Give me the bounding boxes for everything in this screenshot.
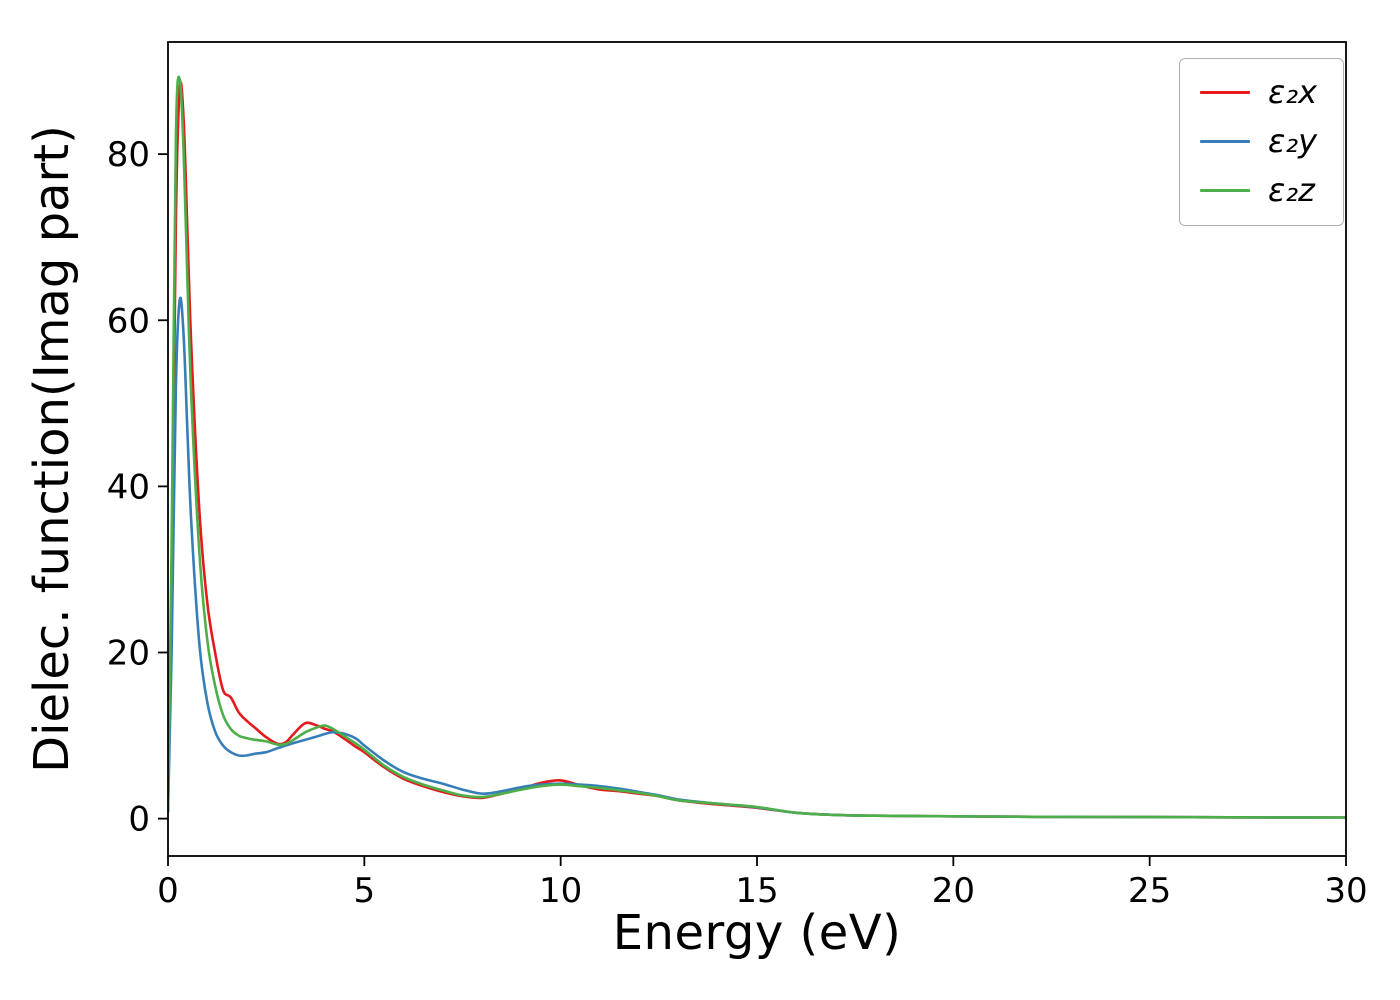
legend-label: ε₂z bbox=[1267, 171, 1315, 210]
x-tick-label: 5 bbox=[354, 871, 376, 911]
series-line bbox=[168, 81, 1346, 819]
axes-box bbox=[167, 41, 1347, 857]
legend-label: ε₂x bbox=[1267, 73, 1317, 111]
legend: ε₂x ε₂y ε₂z bbox=[1178, 58, 1344, 226]
y-tick-label: 80 bbox=[107, 135, 150, 175]
legend-entry: ε₂y bbox=[1199, 122, 1317, 161]
legend-entry: ε₂x bbox=[1199, 73, 1317, 111]
x-tick-label: 15 bbox=[735, 871, 778, 911]
series-line bbox=[168, 75, 1346, 819]
legend-label: ε₂y bbox=[1267, 122, 1317, 161]
x-axis-label: Energy (eV) bbox=[612, 905, 902, 961]
legend-line-swatch bbox=[1199, 91, 1250, 95]
y-tick-label: 0 bbox=[128, 800, 150, 840]
y-tick-label: 60 bbox=[107, 301, 150, 341]
x-tick-label: 20 bbox=[932, 871, 975, 911]
x-tick-label: 25 bbox=[1128, 871, 1171, 911]
legend-line-swatch bbox=[1199, 140, 1250, 144]
legend-entry: ε₂z bbox=[1199, 171, 1317, 210]
y-axis-label: Dielec. function(Imag part) bbox=[24, 125, 80, 773]
x-tick-label: 0 bbox=[157, 871, 179, 911]
series-group bbox=[168, 75, 1346, 819]
legend-line-swatch bbox=[1199, 189, 1250, 193]
x-tick-label: 30 bbox=[1324, 871, 1367, 911]
y-tick-label: 20 bbox=[107, 634, 150, 674]
y-tick-label: 40 bbox=[107, 467, 150, 507]
x-tick-label: 10 bbox=[539, 871, 582, 911]
